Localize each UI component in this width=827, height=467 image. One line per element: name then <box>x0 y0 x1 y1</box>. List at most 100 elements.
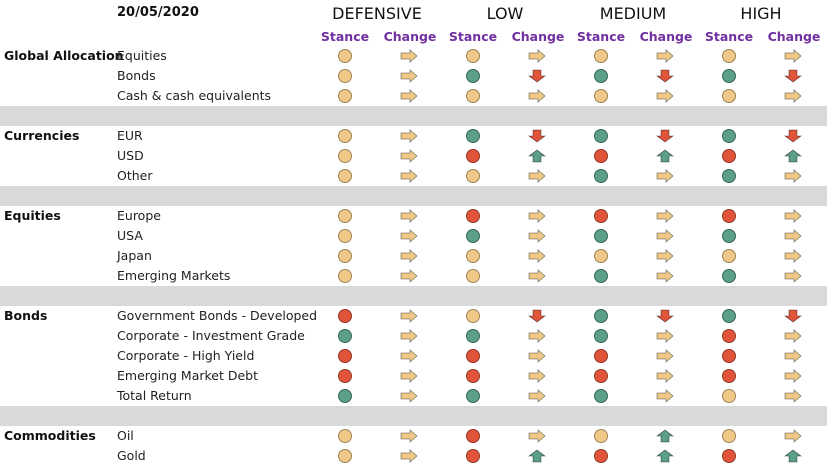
arrow-down-icon <box>656 69 674 83</box>
change-cell <box>525 426 549 446</box>
table-row: USD <box>0 146 827 166</box>
change-cell <box>525 326 549 346</box>
stance-cell <box>333 426 357 446</box>
arrow-up-icon <box>784 449 802 463</box>
stance-cell <box>461 126 485 146</box>
row-label: Gold <box>117 448 146 463</box>
change-cell <box>781 166 805 186</box>
stance-cell <box>333 46 357 66</box>
section-divider <box>0 106 827 126</box>
stance-yellow-dot-icon <box>722 89 736 103</box>
row-label: EUR <box>117 128 143 143</box>
arrow-up-icon <box>656 149 674 163</box>
row-label: Equities <box>117 48 167 63</box>
change-cell <box>525 126 549 146</box>
stance-green-dot-icon <box>466 389 480 403</box>
section-category: Currencies <box>4 128 80 143</box>
subheader-change: Change <box>383 29 437 44</box>
section-category: Commodities <box>4 428 96 443</box>
table-row: Equities <box>0 46 827 66</box>
change-cell <box>397 226 421 246</box>
arrow-down-icon <box>784 309 802 323</box>
stance-cell <box>717 446 741 466</box>
arrow-right-icon <box>784 89 802 103</box>
arrow-down-icon <box>528 129 546 143</box>
change-cell <box>781 386 805 406</box>
stance-yellow-dot-icon <box>722 249 736 263</box>
stance-yellow-dot-icon <box>338 49 352 63</box>
change-cell <box>781 206 805 226</box>
stance-cell <box>589 166 613 186</box>
stance-red-dot-icon <box>466 369 480 383</box>
section-2 <box>0 206 827 286</box>
stance-yellow-dot-icon <box>466 49 480 63</box>
change-cell <box>653 206 677 226</box>
stance-yellow-dot-icon <box>466 269 480 283</box>
arrow-right-icon <box>400 69 418 83</box>
stance-cell <box>461 446 485 466</box>
change-cell <box>781 66 805 86</box>
stance-cell <box>717 346 741 366</box>
stance-yellow-dot-icon <box>338 449 352 463</box>
arrow-down-icon <box>784 129 802 143</box>
change-cell <box>525 266 549 286</box>
change-cell <box>525 166 549 186</box>
stance-cell <box>717 266 741 286</box>
arrow-right-icon <box>528 389 546 403</box>
arrow-right-icon <box>400 369 418 383</box>
table-row: Emerging Market Debt <box>0 366 827 386</box>
stance-green-dot-icon <box>594 129 608 143</box>
stance-cell <box>589 66 613 86</box>
stance-cell <box>717 226 741 246</box>
stance-green-dot-icon <box>594 229 608 243</box>
change-cell <box>397 386 421 406</box>
stance-cell <box>717 326 741 346</box>
table-row: Japan <box>0 246 827 266</box>
arrow-right-icon <box>656 329 674 343</box>
stance-cell <box>589 326 613 346</box>
arrow-right-icon <box>784 49 802 63</box>
stance-red-dot-icon <box>338 309 352 323</box>
subheader-stance: Stance <box>576 29 626 44</box>
change-cell <box>525 386 549 406</box>
group-title-high: HIGH <box>740 4 782 23</box>
arrow-right-icon <box>400 309 418 323</box>
stance-yellow-dot-icon <box>338 229 352 243</box>
stance-red-dot-icon <box>338 369 352 383</box>
stance-yellow-dot-icon <box>338 89 352 103</box>
change-cell <box>397 426 421 446</box>
section-divider <box>0 406 827 426</box>
stance-cell <box>589 206 613 226</box>
stance-cell <box>717 366 741 386</box>
stance-yellow-dot-icon <box>466 249 480 263</box>
stance-yellow-dot-icon <box>338 249 352 263</box>
stance-green-dot-icon <box>594 69 608 83</box>
change-cell <box>781 426 805 446</box>
row-label: Japan <box>117 248 152 263</box>
arrow-right-icon <box>656 229 674 243</box>
change-cell <box>653 66 677 86</box>
change-cell <box>653 86 677 106</box>
stance-cell <box>717 306 741 326</box>
stance-green-dot-icon <box>722 129 736 143</box>
stance-red-dot-icon <box>594 449 608 463</box>
stance-yellow-dot-icon <box>594 429 608 443</box>
arrow-right-icon <box>528 229 546 243</box>
stance-green-dot-icon <box>722 309 736 323</box>
change-cell <box>525 46 549 66</box>
change-cell <box>525 206 549 226</box>
arrow-right-icon <box>400 49 418 63</box>
stance-yellow-dot-icon <box>338 69 352 83</box>
change-cell <box>781 226 805 246</box>
stance-green-dot-icon <box>594 329 608 343</box>
arrow-right-icon <box>656 209 674 223</box>
stance-yellow-dot-icon <box>594 89 608 103</box>
arrow-right-icon <box>528 249 546 263</box>
row-label: USD <box>117 148 144 163</box>
stance-cell <box>461 86 485 106</box>
table-row: Other <box>0 166 827 186</box>
stance-green-dot-icon <box>466 329 480 343</box>
row-label: Emerging Market Debt <box>117 368 259 383</box>
table-row: Corporate - Investment Grade <box>0 326 827 346</box>
change-cell <box>653 326 677 346</box>
